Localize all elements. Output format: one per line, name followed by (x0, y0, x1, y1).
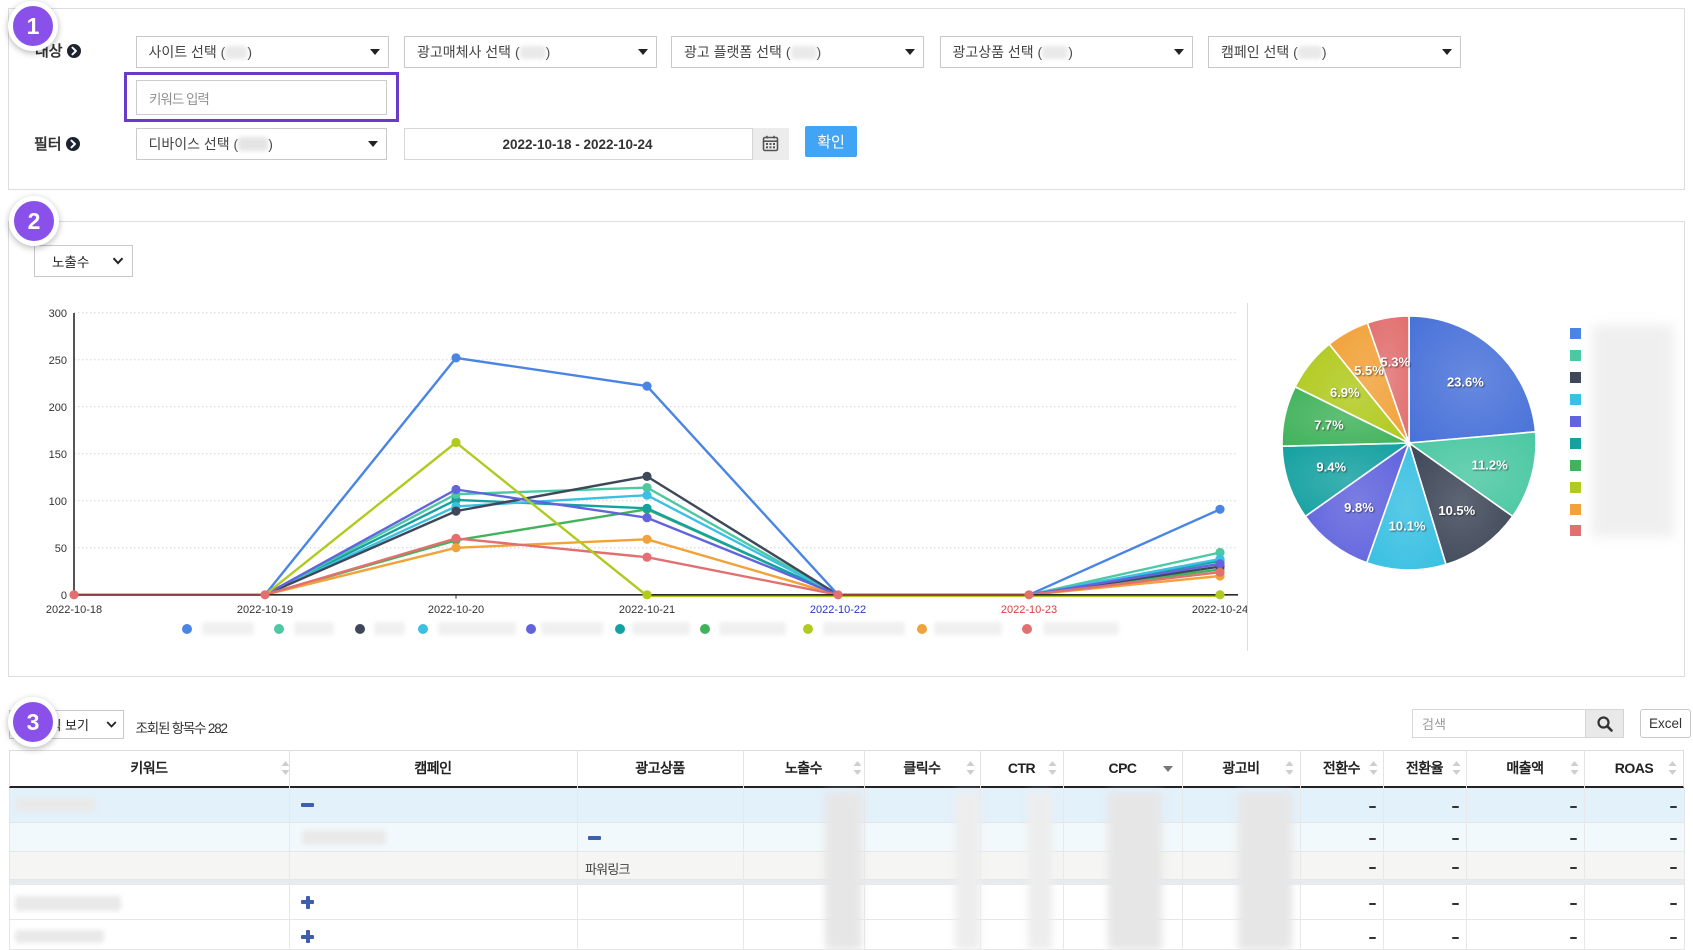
svg-text:2022-10-20: 2022-10-20 (428, 604, 484, 616)
svg-text:9.4%: 9.4% (1316, 460, 1346, 475)
svg-text:2022-10-19: 2022-10-19 (237, 604, 293, 616)
svg-text:5.5%: 5.5% (1354, 363, 1384, 378)
svg-text:23.6%: 23.6% (1447, 374, 1484, 389)
svg-text:2022-10-21: 2022-10-21 (619, 604, 675, 616)
svg-text:7.7%: 7.7% (1314, 418, 1344, 433)
svg-text:2022-10-22: 2022-10-22 (810, 604, 866, 616)
svg-text:200: 200 (49, 402, 67, 414)
svg-text:10.5%: 10.5% (1438, 503, 1475, 518)
svg-text:300: 300 (49, 308, 67, 320)
svg-text:100: 100 (49, 496, 67, 508)
svg-text:2022-10-18: 2022-10-18 (46, 604, 102, 616)
svg-text:11.2%: 11.2% (1472, 458, 1509, 473)
svg-text:2022-10-23: 2022-10-23 (1001, 604, 1057, 616)
svg-text:10.1%: 10.1% (1389, 519, 1426, 534)
svg-text:6.9%: 6.9% (1330, 385, 1360, 400)
svg-text:5.3%: 5.3% (1380, 355, 1410, 370)
svg-text:2022-10-24: 2022-10-24 (1192, 604, 1248, 616)
svg-text:0: 0 (61, 590, 67, 602)
svg-text:250: 250 (49, 355, 67, 367)
svg-text:50: 50 (55, 543, 67, 555)
svg-text:9.8%: 9.8% (1344, 500, 1374, 515)
svg-text:150: 150 (49, 449, 67, 461)
